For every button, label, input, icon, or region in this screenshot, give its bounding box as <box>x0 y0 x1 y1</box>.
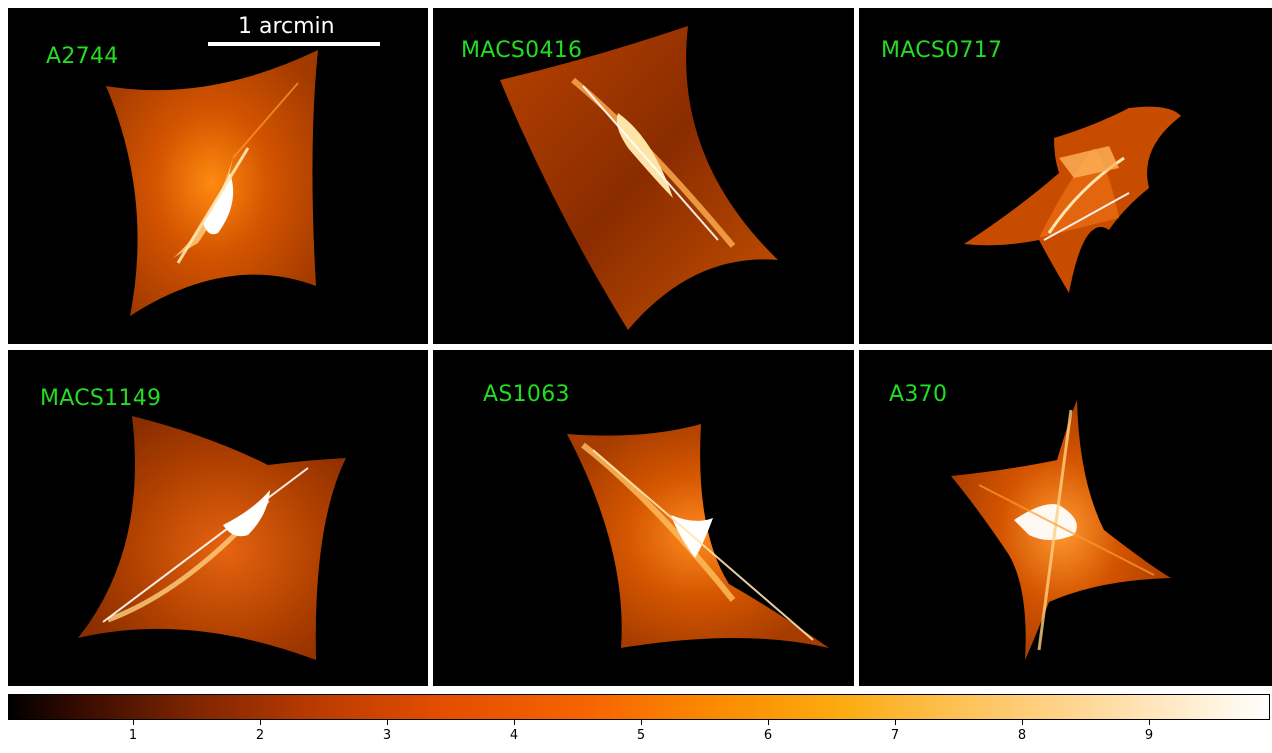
colorbar-tick <box>1149 720 1150 725</box>
colorbar-tick <box>768 720 769 725</box>
colorbar-tick <box>133 720 134 725</box>
cluster-label: AS1063 <box>483 382 570 407</box>
colorbar-tick <box>514 720 515 725</box>
magnification-map-as1063 <box>567 424 829 648</box>
magnification-map-a2744 <box>106 50 318 316</box>
colorbar-tick-label: 4 <box>509 728 519 743</box>
cluster-label: MACS0416 <box>461 38 583 63</box>
panel-macs1149: MACS1149 <box>8 350 428 686</box>
colorbar-tick-label: 5 <box>636 728 646 743</box>
colorbar-tick <box>1022 720 1023 725</box>
magnification-map-macs0717 <box>964 106 1181 293</box>
colorbar-tick-label: 6 <box>763 728 773 743</box>
cluster-label: MACS1149 <box>40 386 162 411</box>
colorbar-tick <box>260 720 261 725</box>
panel-macs0416: MACS0416 <box>433 8 854 344</box>
panel-a2744: A2744 1 arcmin <box>8 8 428 344</box>
colorbar-tick <box>641 720 642 725</box>
magnification-map-a370 <box>951 400 1171 660</box>
panel-a370: A370 <box>859 350 1272 686</box>
cluster-label: MACS0717 <box>881 38 1003 63</box>
cluster-label: A370 <box>889 382 948 407</box>
magnification-map-macs0416 <box>500 26 778 330</box>
panel-as1063: AS1063 <box>433 350 854 686</box>
colorbar-tick-label: 7 <box>890 728 900 743</box>
scale-bar-label: 1 arcmin <box>238 14 335 39</box>
cluster-label: A2744 <box>46 44 119 69</box>
colorbar-tick-label: 8 <box>1017 728 1027 743</box>
colorbar-tick-label: 1 <box>128 728 138 743</box>
colorbar-tick-label: 2 <box>255 728 265 743</box>
colorbar-tick-label: 9 <box>1144 728 1154 743</box>
magnification-map-macs1149 <box>78 416 346 660</box>
colorbar <box>8 694 1270 720</box>
panel-macs0717: MACS0717 <box>859 8 1272 344</box>
colorbar-tick <box>387 720 388 725</box>
scale-bar <box>208 42 380 46</box>
colorbar-tick-label: 3 <box>382 728 392 743</box>
colorbar-tick <box>895 720 896 725</box>
